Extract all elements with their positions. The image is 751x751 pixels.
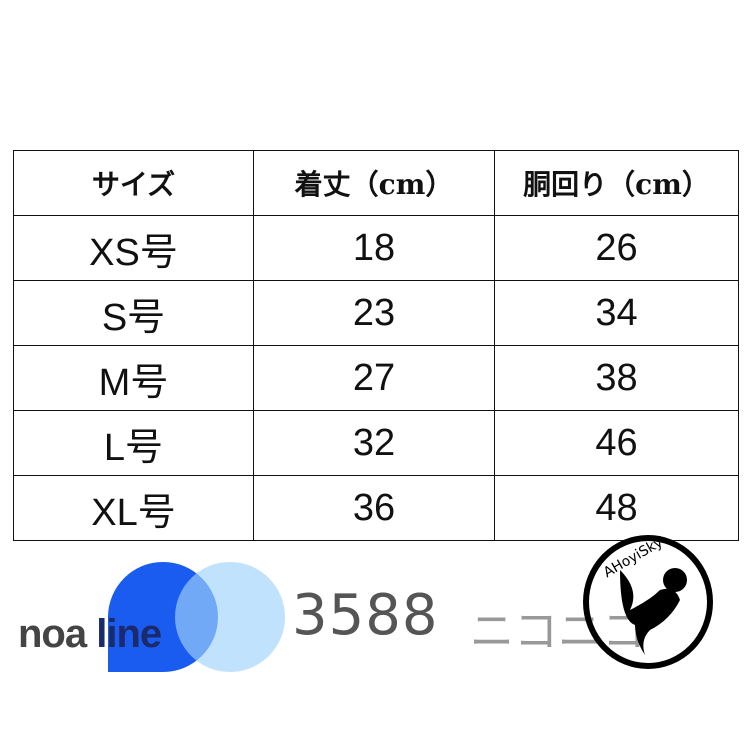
header-row: サイズ 着丈（cm） 胴回り（cm） (13, 150, 739, 216)
length-cell: 18 (253, 215, 495, 281)
line-text: line (96, 612, 162, 656)
table-row: L号 32 46 (13, 410, 739, 476)
length-cell: 27 (253, 345, 495, 411)
waist-cell: 26 (494, 215, 739, 281)
table-row: S号 23 34 (13, 280, 739, 346)
length-cell: 36 (253, 475, 495, 541)
table-row: XL号 36 48 (13, 475, 739, 541)
angel-logo-icon: AHoyiSky (583, 534, 713, 669)
noa-text: noa (18, 612, 97, 656)
length-cell: 32 (253, 410, 495, 476)
size-cell: XS号 (13, 215, 254, 281)
waist-cell: 38 (494, 345, 739, 411)
logo-light-circle (175, 562, 285, 672)
size-cell: XL号 (13, 475, 254, 541)
table-row: XS号 18 26 (13, 215, 739, 281)
noa-line-watermark: noa line (18, 612, 162, 657)
waist-cell: 48 (494, 475, 739, 541)
waist-cell: 34 (494, 280, 739, 346)
size-cell: L号 (13, 410, 254, 476)
header-length: 着丈（cm） (253, 150, 495, 216)
table-row: M号 27 38 (13, 345, 739, 411)
size-cell: S号 (13, 280, 254, 346)
waist-cell: 46 (494, 410, 739, 476)
length-cell: 23 (253, 280, 495, 346)
header-size: サイズ (13, 150, 254, 216)
header-waist: 胴回り（cm） (494, 150, 739, 216)
size-cell: M号 (13, 345, 254, 411)
number-watermark: 3588 (292, 583, 439, 648)
kana-watermark: ニコニコ (470, 607, 646, 656)
size-chart-table: サイズ 着丈（cm） 胴回り（cm） XS号 18 26 S号 23 34 M号 27 38… (13, 150, 739, 541)
